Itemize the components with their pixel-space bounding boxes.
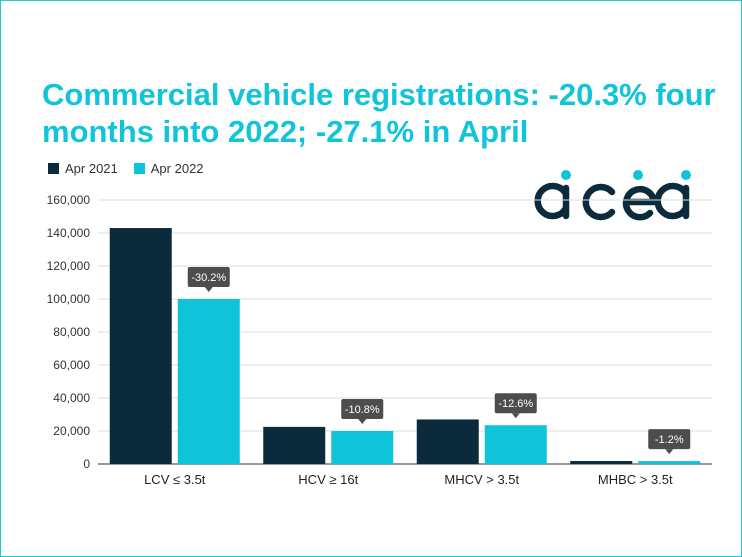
- chart-title: Commercial vehicle registrations: -20.3%…: [42, 77, 716, 149]
- y-tick-label: 120,000: [47, 259, 91, 273]
- change-callout-label: -12.6%: [498, 398, 533, 410]
- bar-apr-2022: [638, 461, 701, 464]
- y-tick-label: 160,000: [47, 193, 91, 207]
- x-category-label: HCV ≥ 16t: [298, 472, 358, 487]
- x-category-label: MHCV > 3.5t: [444, 472, 519, 487]
- legend-swatch-apr-2021: [48, 163, 59, 174]
- legend: Apr 2021 Apr 2022: [48, 161, 220, 176]
- bar-apr-2021: [263, 426, 326, 464]
- bar-apr-2022: [484, 425, 547, 464]
- bar-apr-2021: [416, 419, 479, 464]
- y-tick-label: 140,000: [47, 226, 91, 240]
- y-tick-label: 100,000: [47, 292, 91, 306]
- legend-label-apr-2022: Apr 2022: [150, 161, 204, 176]
- change-callout-pointer: [511, 413, 520, 419]
- change-callout-box: [341, 399, 384, 419]
- legend-item-apr-2022: Apr 2022: [133, 161, 204, 176]
- y-tick-label: 80,000: [53, 325, 90, 339]
- bar-apr-2021: [109, 228, 172, 464]
- acea-logo: [528, 158, 698, 233]
- y-tick-label: 60,000: [53, 358, 90, 372]
- legend-label-apr-2021: Apr 2021: [65, 161, 118, 176]
- bar-apr-2022: [331, 431, 394, 464]
- change-callout-box: [494, 393, 537, 414]
- x-category-label: LCV ≤ 3.5t: [144, 472, 206, 487]
- y-tick-label: 20,000: [53, 424, 90, 438]
- change-callout-box: [187, 267, 230, 287]
- change-callout-label: -30.2%: [191, 272, 226, 284]
- legend-swatch-apr-2022: [133, 163, 145, 174]
- y-tick-label: 0: [83, 457, 90, 471]
- change-callout-pointer: [665, 449, 674, 455]
- bar-apr-2021: [570, 461, 633, 464]
- change-callout-label: -10.8%: [345, 404, 380, 416]
- change-callout-label: -1.2%: [655, 434, 684, 446]
- bar-apr-2022: [177, 299, 240, 464]
- x-category-label: MHBC > 3.5t: [598, 472, 673, 487]
- legend-item-apr-2021: Apr 2021: [48, 161, 118, 176]
- change-callout-box: [648, 429, 691, 450]
- change-callout-pointer: [204, 287, 213, 292]
- change-callout-pointer: [358, 419, 367, 424]
- y-tick-label: 40,000: [53, 391, 90, 405]
